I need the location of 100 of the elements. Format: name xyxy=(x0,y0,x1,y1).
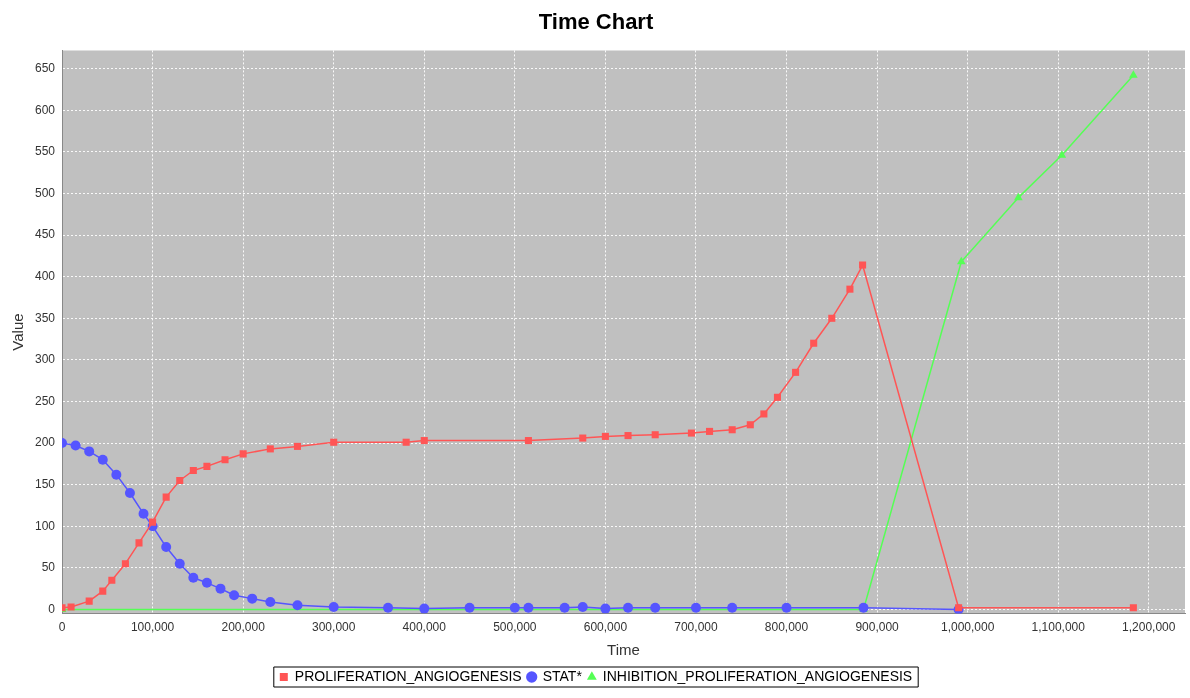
point xyxy=(111,469,122,480)
y-tick-label: 550 xyxy=(34,144,56,159)
y-tick-label: 450 xyxy=(34,227,56,242)
point xyxy=(1057,150,1067,158)
y-tick-label: 0 xyxy=(48,601,56,616)
point xyxy=(559,602,570,613)
point xyxy=(99,587,107,595)
point xyxy=(600,603,611,614)
point xyxy=(203,462,211,470)
point xyxy=(85,597,93,605)
point xyxy=(577,601,588,612)
point xyxy=(773,393,781,401)
y-tick-label: 650 xyxy=(34,61,56,76)
point xyxy=(266,445,274,453)
point xyxy=(650,602,661,613)
y-tick-label: 150 xyxy=(34,476,56,491)
chart-title: Time Chart xyxy=(538,9,654,35)
point xyxy=(330,438,338,446)
point xyxy=(215,583,226,594)
point xyxy=(328,601,339,612)
point xyxy=(1014,192,1023,201)
point xyxy=(624,432,632,440)
point xyxy=(189,466,197,475)
point xyxy=(792,368,800,376)
point xyxy=(201,577,212,588)
y-tick-label: 300 xyxy=(34,352,56,367)
point xyxy=(174,558,185,569)
point xyxy=(383,602,394,613)
point xyxy=(239,450,247,458)
y-tick-label: 250 xyxy=(34,393,56,408)
point xyxy=(760,410,768,418)
x-tick-label: 300,000 xyxy=(312,620,356,635)
point xyxy=(188,572,199,583)
y-axis-title: Value xyxy=(9,313,27,351)
point xyxy=(846,285,854,293)
x-tick-label: 100,000 xyxy=(130,620,175,635)
point xyxy=(523,602,534,613)
x-tick-label: 1,000,000 xyxy=(940,620,995,635)
point xyxy=(176,476,184,485)
x-tick-label: 600,000 xyxy=(583,620,628,635)
point xyxy=(402,438,410,446)
x-tick-label: 200,000 xyxy=(221,620,266,635)
point xyxy=(601,432,609,440)
point xyxy=(579,434,587,442)
point xyxy=(706,427,714,435)
point xyxy=(810,339,818,347)
y-tick-label: 100 xyxy=(34,518,56,533)
point xyxy=(623,602,634,613)
point xyxy=(828,314,836,322)
point xyxy=(84,446,95,457)
y-tick-label: 500 xyxy=(34,185,56,200)
point xyxy=(70,440,81,451)
x-tick-label: 1,200,000 xyxy=(1122,620,1176,635)
point xyxy=(690,602,701,613)
point xyxy=(138,508,149,519)
point xyxy=(247,593,258,604)
y-tick-label: 400 xyxy=(34,268,56,283)
point xyxy=(651,431,659,439)
y-tick-label: 350 xyxy=(34,310,56,325)
point xyxy=(859,261,867,269)
point xyxy=(108,576,116,584)
point xyxy=(687,429,695,437)
x-tick-label: 0 xyxy=(58,620,66,635)
point xyxy=(221,456,229,464)
point xyxy=(135,539,143,547)
point xyxy=(956,256,966,265)
point xyxy=(229,590,240,601)
point xyxy=(464,602,475,613)
point xyxy=(124,487,135,498)
point xyxy=(161,542,172,553)
point xyxy=(524,437,532,445)
point xyxy=(265,596,276,607)
x-tick-label: 900,000 xyxy=(855,620,900,635)
point xyxy=(728,426,736,434)
y-tick-label: 50 xyxy=(41,560,56,575)
x-tick-label: 700,000 xyxy=(674,620,718,635)
point xyxy=(1129,604,1137,612)
point xyxy=(746,421,754,429)
point xyxy=(67,603,75,611)
x-tick-label: 500,000 xyxy=(493,620,537,635)
y-tick-label: 600 xyxy=(34,102,56,117)
point xyxy=(781,602,792,613)
legend-label: STAT* xyxy=(542,667,583,684)
y-tick-label: 200 xyxy=(34,435,56,450)
point xyxy=(121,560,129,568)
x-tick-label: 800,000 xyxy=(764,620,809,635)
point xyxy=(149,518,157,526)
point xyxy=(509,602,520,613)
x-tick-label: 1,100,000 xyxy=(1031,620,1086,635)
legend-label: INHIBITION_PROLIFERATION_ANGIOGENESIS xyxy=(602,667,913,684)
point xyxy=(292,600,303,611)
legend-label: PROLIFERATION_ANGIOGENESIS xyxy=(294,667,522,684)
x-tick-label: 400,000 xyxy=(402,620,447,635)
point xyxy=(293,442,302,450)
point xyxy=(1129,70,1138,78)
point xyxy=(162,493,170,501)
point xyxy=(420,437,428,445)
x-axis-title: Time xyxy=(607,641,640,659)
point xyxy=(97,454,108,465)
point xyxy=(727,602,738,613)
